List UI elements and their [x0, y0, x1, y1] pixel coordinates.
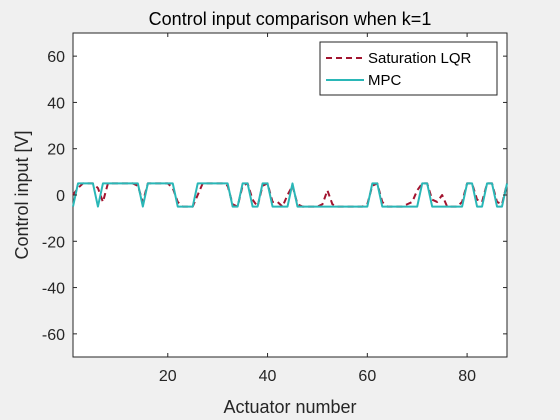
x-tick-label: 60 [358, 368, 376, 385]
y-tick-label: 40 [47, 95, 65, 112]
y-tick-label: 60 [47, 49, 65, 66]
series-layer [72, 182, 508, 208]
x-tick-label: 80 [458, 368, 476, 385]
y-axis-label: Control input [V] [12, 130, 32, 259]
legend: Saturation LQR MPC [319, 41, 498, 96]
y-tick-label: 0 [56, 188, 65, 205]
chart-title: Control input comparison when k=1 [149, 9, 432, 29]
series-line-mpc [72, 182, 508, 208]
y-tick-label: -40 [42, 281, 65, 298]
x-tick-label: 40 [259, 368, 277, 385]
tick-layer: 20 40 60 80 -60 -40 -20 0 20 40 60 [42, 33, 507, 385]
legend-box [319, 41, 498, 96]
legend-label-mpc: MPC [368, 72, 402, 89]
x-axis-label: Actuator number [223, 397, 356, 417]
x-tick-label: 20 [159, 368, 177, 385]
y-tick-label: 20 [47, 142, 65, 159]
legend-label-saturation-lqr: Saturation LQR [368, 50, 472, 67]
y-tick-label: -60 [42, 327, 65, 344]
y-tick-label: -20 [42, 234, 65, 251]
